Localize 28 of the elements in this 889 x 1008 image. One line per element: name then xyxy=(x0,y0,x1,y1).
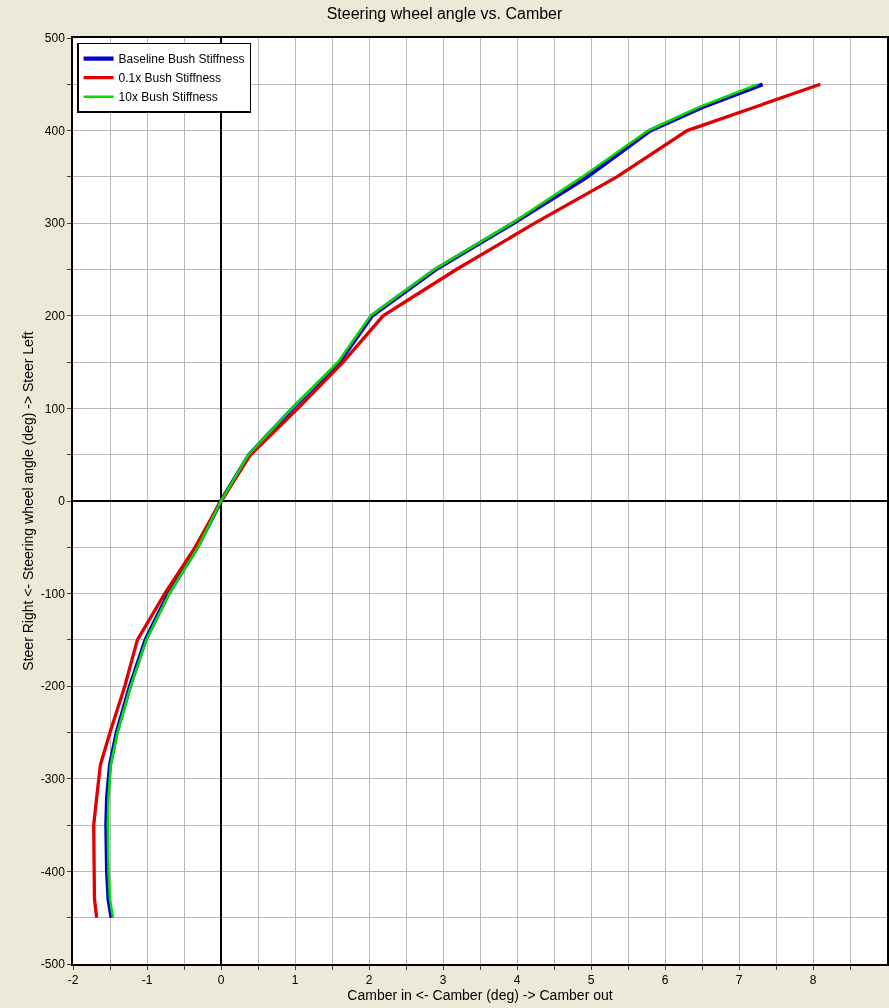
x-tick-label: -1 xyxy=(141,973,153,988)
y-tick-label: 200 xyxy=(44,309,66,323)
x-tick-label: 3 xyxy=(439,973,447,988)
x-tick-label: 4 xyxy=(513,973,521,988)
y-tick-label: -100 xyxy=(40,586,66,601)
y-tick-label: -400 xyxy=(40,864,66,879)
y-tick-label: 500 xyxy=(44,31,66,46)
x-tick-label: 5 xyxy=(587,973,595,988)
x-tick-label: 6 xyxy=(661,973,669,988)
y-tick-label: 400 xyxy=(44,123,66,138)
y-tick-label: -300 xyxy=(40,772,66,786)
x-tick-label: -2 xyxy=(67,973,79,988)
x-tick-label: 8 xyxy=(809,973,817,988)
x-tick-label: 0 xyxy=(217,973,225,988)
legend-label: 0.1x Bush Stiffness xyxy=(118,71,222,86)
legend-label: Baseline Bush Stiffness xyxy=(118,52,245,67)
legend-label: 10x Bush Stiffness xyxy=(118,90,218,105)
y-tick-label: 0 xyxy=(58,494,66,509)
y-tick-label: -200 xyxy=(40,679,66,694)
x-axis-title: Camber in <- Camber (deg) -> Camber out xyxy=(347,987,613,1004)
chart-title: Steering wheel angle vs. Camber xyxy=(326,5,564,23)
y-tick-label: -500 xyxy=(40,957,66,972)
y-tick-label: 300 xyxy=(44,216,66,231)
x-tick-label: 7 xyxy=(735,973,743,988)
y-tick-label: 100 xyxy=(44,401,66,416)
x-tick-label: 2 xyxy=(365,973,373,988)
x-tick-label: 1 xyxy=(291,973,299,988)
y-axis-title: Steer Right <- Steering wheel angle (deg) -> Steer Left xyxy=(19,331,36,671)
